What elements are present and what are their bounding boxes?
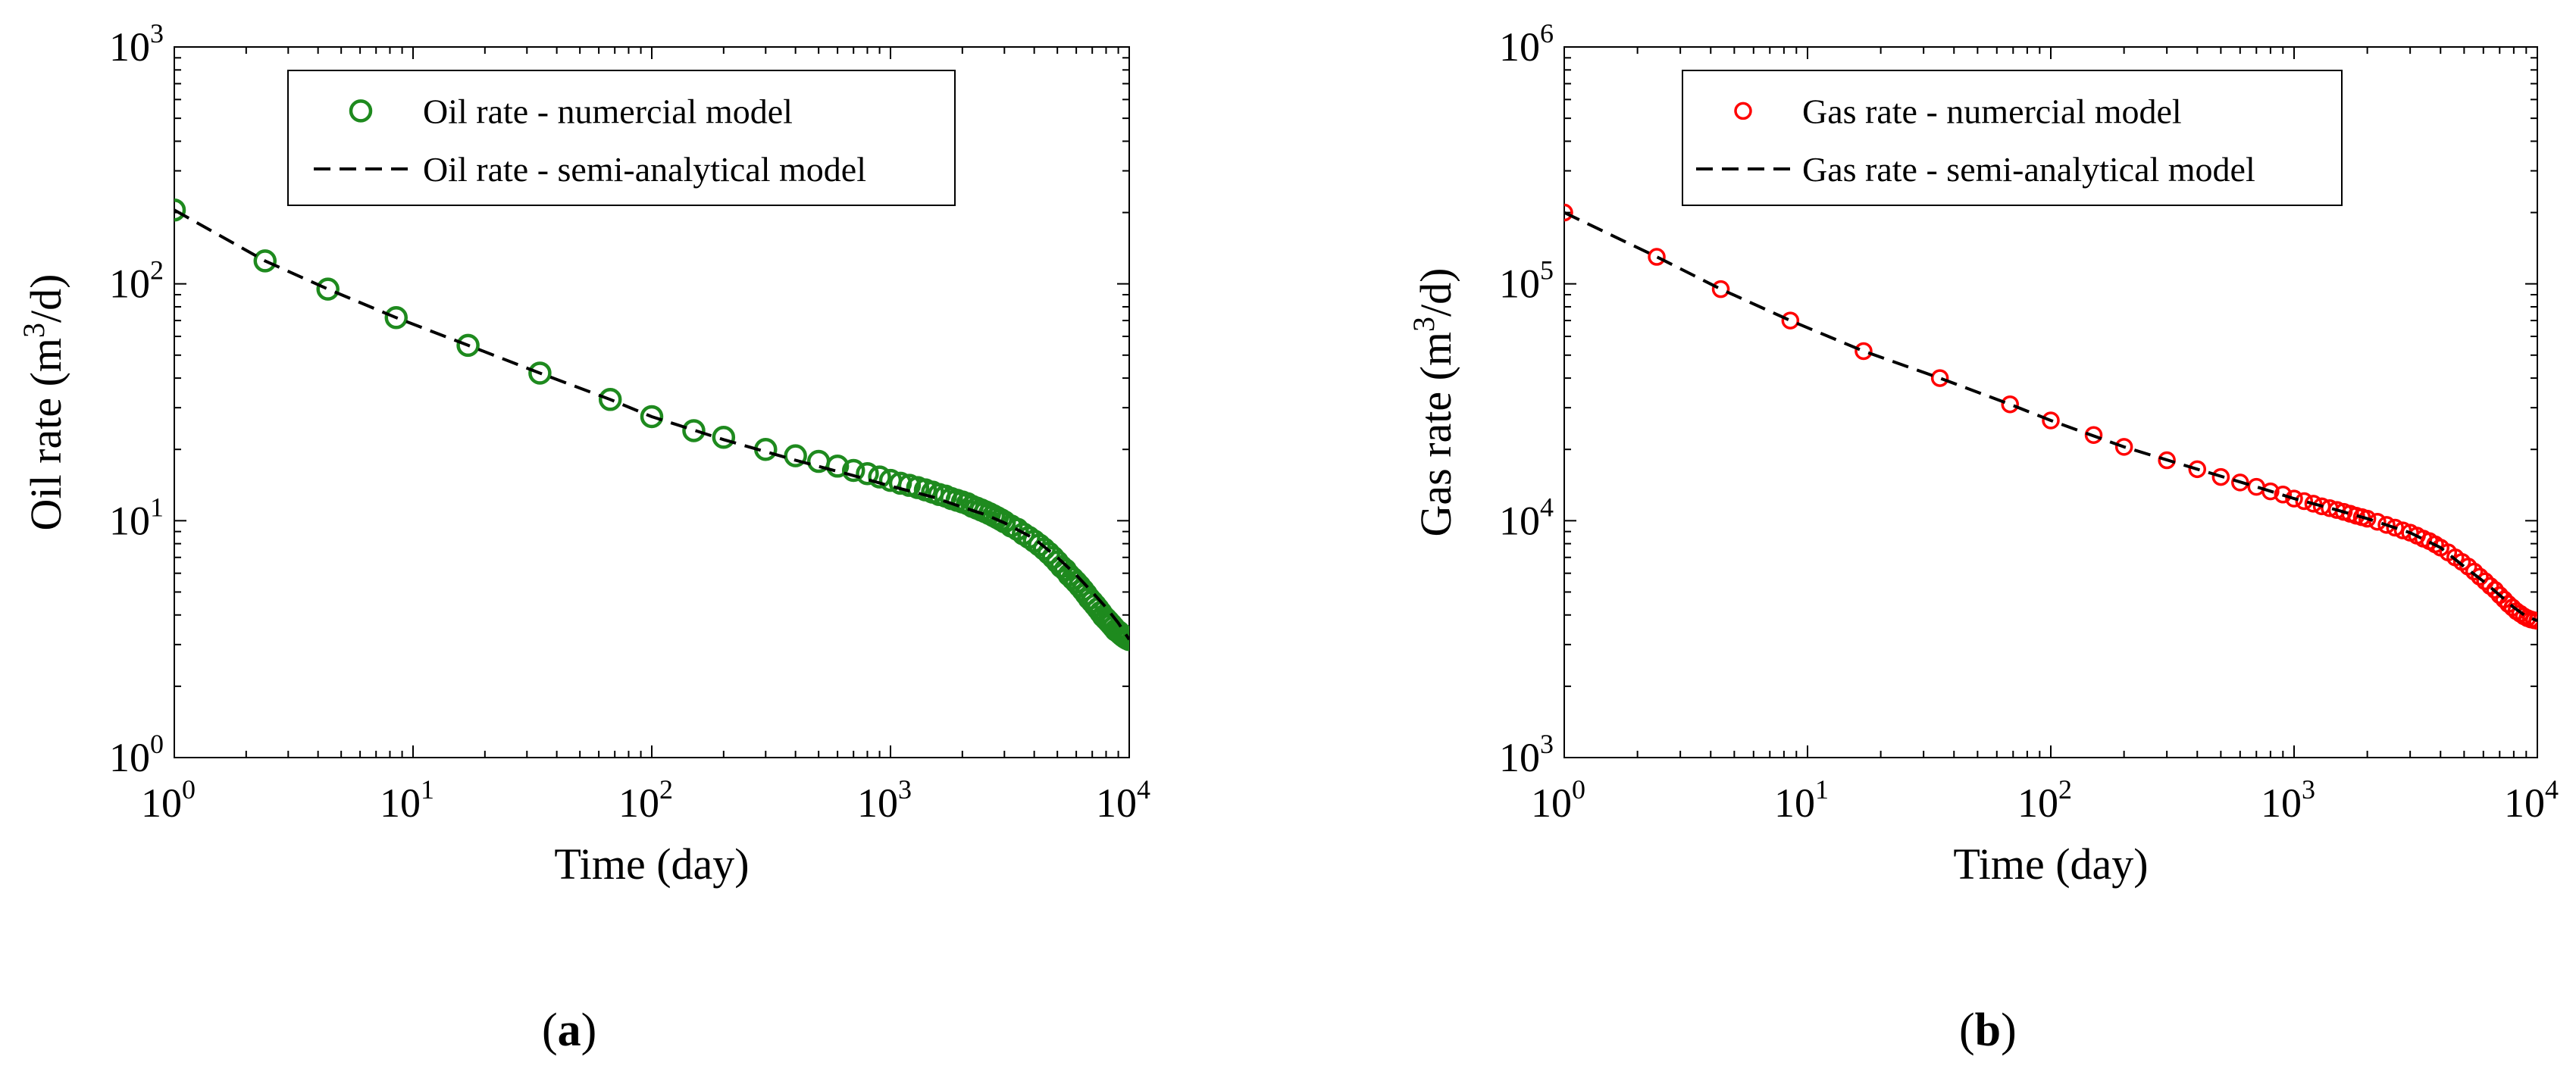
data-point [841, 458, 865, 483]
data-point [2295, 492, 2314, 511]
legend-marker-symbol [349, 99, 373, 123]
chart-panel-b: 100 101 102 103 104 103 104 105 106 Time (day) Gas… [1288, 0, 2576, 1071]
legend: Gas rate - numercial model Gas rate - sem… [1682, 70, 2343, 206]
data-point [2001, 395, 2019, 414]
y-axis-label: Gas rate (m3/d) [1407, 268, 1460, 537]
model-line [174, 208, 1129, 641]
data-point [2465, 562, 2484, 581]
legend-label-numerical: Oil rate - numercial model [423, 92, 793, 130]
data-point [1117, 627, 1129, 652]
data-point [2274, 486, 2293, 504]
data-point [2211, 467, 2230, 486]
panel-label-b-text: b [1974, 1005, 2002, 1056]
data-point [384, 306, 408, 330]
x-tick-label: 104 [1096, 774, 1150, 826]
legend-label-semi-analytical: Oil rate - semi-analytical model [423, 150, 866, 189]
data-point [784, 444, 807, 467]
x-tick-label: 103 [857, 774, 912, 826]
data-point [528, 361, 552, 385]
x-tick-label: 102 [618, 774, 673, 826]
x-axis-label: Time (day) [554, 839, 749, 889]
data-point [1648, 248, 1666, 266]
chart-panel-a: 100 101 102 103 104 100 101 102 103 Time (day) Oil… [0, 0, 1288, 1071]
x-axis-label: Time (day) [1953, 839, 2148, 889]
panel-label-a-text: a [557, 1005, 581, 1056]
data-point [712, 425, 736, 449]
data-point [2358, 509, 2377, 528]
data-point [2486, 581, 2504, 599]
data-point [2158, 451, 2176, 470]
data-point [2304, 495, 2323, 513]
data-point [2386, 518, 2404, 537]
data-point [1564, 203, 1573, 222]
data-point [2528, 611, 2537, 630]
legend-marker-symbol [1734, 102, 1752, 120]
data-point [598, 388, 622, 411]
marker-series [1564, 203, 2537, 630]
panel-label-b: (b) [1959, 1005, 2017, 1056]
data-point [856, 461, 879, 486]
data-point [2377, 516, 2396, 534]
x-tick-label: 100 [1531, 774, 1585, 826]
x-tick-label: 103 [2261, 774, 2315, 826]
data-point [825, 455, 850, 478]
y-tick-label: 101 [109, 492, 164, 543]
data-point [2368, 512, 2387, 531]
legend: Oil rate - numercial model Oil rate - sem… [287, 70, 956, 206]
y-tick-label: 104 [1499, 492, 1554, 543]
data-point [2188, 460, 2207, 479]
data-point [2471, 567, 2489, 586]
x-tick-label: 104 [2504, 774, 2559, 826]
data-point [253, 249, 277, 273]
data-point [1930, 369, 1949, 387]
x-tick-label: 100 [141, 774, 196, 826]
y-tick-label: 106 [1499, 18, 1554, 70]
data-point [868, 465, 891, 489]
data-point [2481, 577, 2499, 595]
y-axis-label: Oil rate (m3/d) [17, 274, 70, 531]
oil-rate-chart: 100 101 102 103 104 100 101 102 103 Time (day) Oil… [17, 18, 1150, 889]
data-point [640, 405, 664, 429]
y-tick-label: 105 [1499, 255, 1554, 307]
x-tick-label: 101 [1774, 774, 1829, 826]
tick-marks [174, 46, 1130, 758]
data-point [682, 419, 706, 442]
data-point [316, 277, 340, 301]
data-point [456, 333, 480, 358]
gas-rate-chart: 100 101 102 103 104 103 104 105 106 Time (day) Gas… [1407, 18, 2559, 889]
x-tick-label: 101 [380, 774, 434, 826]
data-point [1711, 280, 1730, 298]
data-point [2261, 482, 2280, 501]
y-tick-label: 102 [109, 255, 164, 307]
data-point [2084, 426, 2103, 444]
tick-marks [1563, 46, 2538, 758]
y-tick-label: 100 [109, 729, 164, 780]
y-tick-label: 103 [1499, 729, 1554, 780]
legend-label-semi-analytical: Gas rate - semi-analytical model [1802, 150, 2255, 189]
model-line [1564, 211, 2537, 623]
data-point [2231, 473, 2249, 492]
legend-box [287, 70, 956, 206]
y-tick-label: 103 [109, 18, 164, 70]
data-point [2476, 572, 2494, 591]
data-point [2042, 411, 2060, 430]
panel-label-a: (a) [542, 1005, 597, 1056]
legend-box [1682, 70, 2343, 206]
data-point [1781, 311, 1800, 330]
data-point [174, 198, 186, 222]
data-point [2114, 438, 2133, 456]
data-point [1855, 342, 1873, 361]
data-point [2285, 489, 2303, 508]
x-tick-label: 102 [2017, 774, 2072, 826]
legend-label-numerical: Gas rate - numercial model [1802, 92, 2182, 130]
